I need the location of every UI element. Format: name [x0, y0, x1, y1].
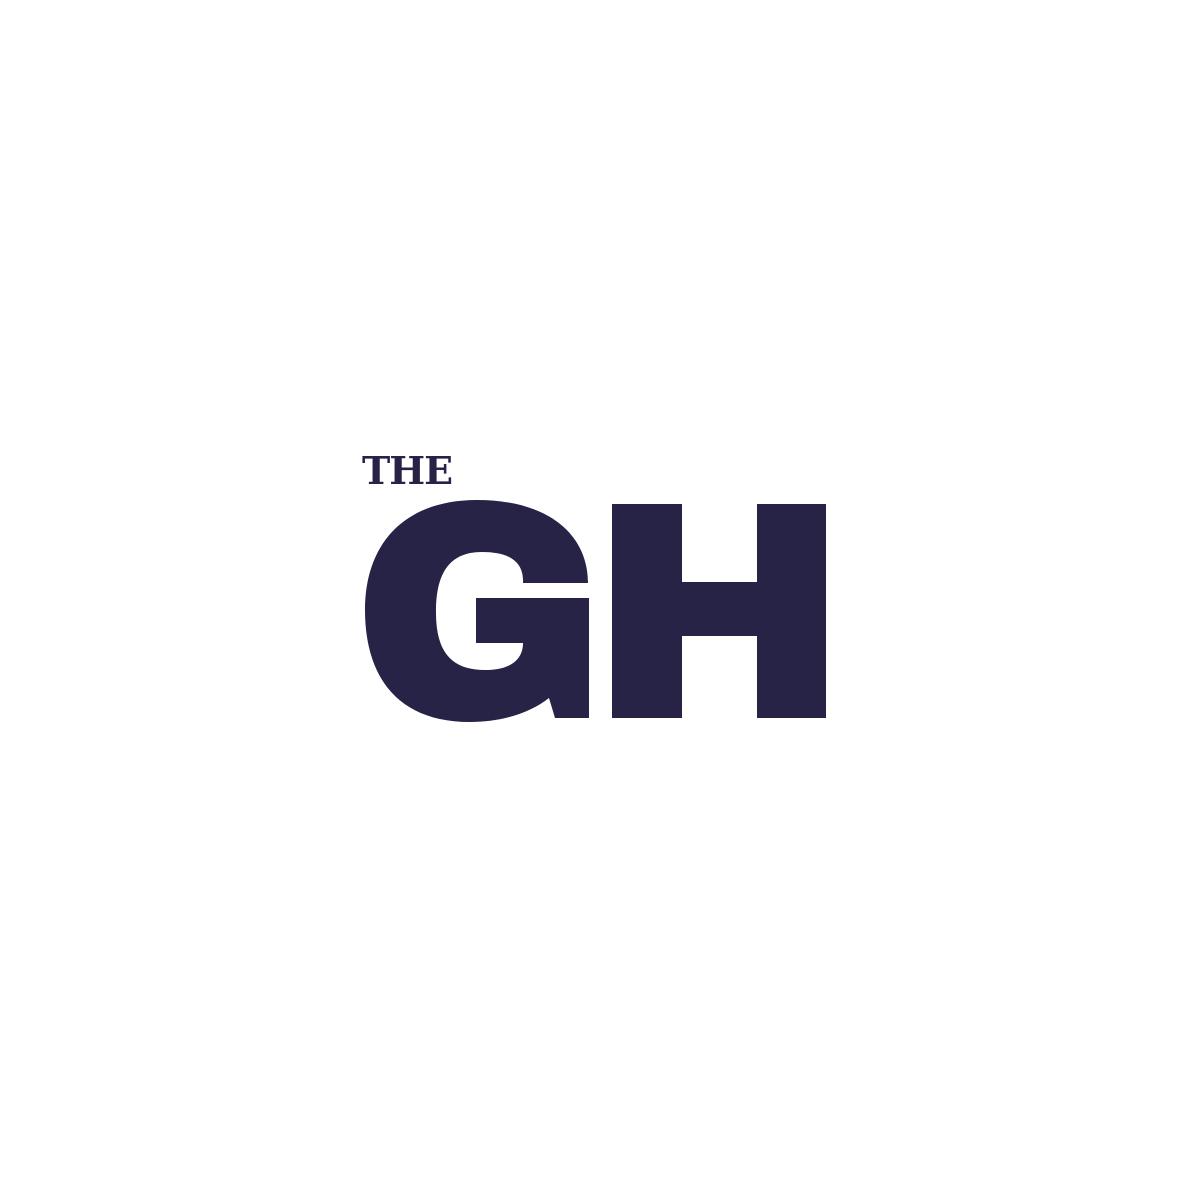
logo-prefix-text: THE	[362, 448, 453, 493]
letter-g-shape	[365, 500, 589, 722]
letter-h-shape	[612, 504, 826, 718]
